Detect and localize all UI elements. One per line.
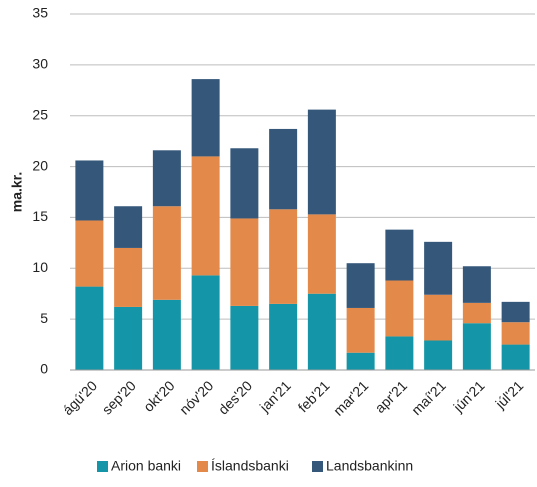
y-tick-label: 15 xyxy=(32,208,48,224)
bar-segment xyxy=(152,299,181,370)
y-tick-label: 30 xyxy=(32,56,48,72)
bar-segment xyxy=(230,305,259,370)
legend-label: Arion banki xyxy=(111,458,181,474)
legend-label: Landsbankinn xyxy=(326,458,413,474)
y-tick-label: 5 xyxy=(40,310,48,326)
x-tick-label: jan'21 xyxy=(256,377,294,415)
bar-segment xyxy=(501,301,530,323)
bar-segment xyxy=(230,218,259,306)
x-tick-label: júl'21 xyxy=(492,377,527,412)
y-tick-label: 25 xyxy=(32,106,48,122)
bar-segment xyxy=(114,206,143,248)
legend-swatch xyxy=(312,461,323,472)
x-tick-label: okt'20 xyxy=(140,377,178,415)
bar-segment xyxy=(269,303,298,370)
y-tick-label: 10 xyxy=(32,259,48,275)
bar-segment xyxy=(230,148,259,219)
legend-swatch xyxy=(97,461,108,472)
bar-segment xyxy=(307,293,336,370)
bar-segment xyxy=(152,206,181,300)
bar-segment xyxy=(191,275,220,370)
bar-segment xyxy=(501,322,530,345)
bar-segment xyxy=(75,220,104,287)
x-tick-label: apr'21 xyxy=(372,377,411,416)
x-tick-label: feb'21 xyxy=(295,377,333,415)
bar-segment xyxy=(75,160,104,221)
bar-segment xyxy=(424,340,453,370)
x-tick-label: mar'21 xyxy=(330,377,371,418)
bar-segment xyxy=(191,156,220,276)
bar-segment xyxy=(462,302,491,324)
bar-segment xyxy=(152,150,181,207)
bar-segment xyxy=(191,79,220,157)
bar-segment xyxy=(114,306,143,370)
y-tick-label: 20 xyxy=(32,157,48,173)
x-tick-label: des'20 xyxy=(215,377,255,417)
bar-segment xyxy=(269,209,298,304)
y-tick-label: 35 xyxy=(32,5,48,21)
bar-segment xyxy=(346,352,375,370)
bar-segment xyxy=(114,247,143,307)
legend-swatch xyxy=(197,461,208,472)
x-tick-label: sep'20 xyxy=(99,377,139,417)
bar-segment xyxy=(385,280,414,337)
bar-segment xyxy=(346,307,375,353)
x-tick-label: ágú'20 xyxy=(59,377,100,418)
bar-segment xyxy=(269,128,298,210)
x-tick-label: maí'21 xyxy=(408,377,449,418)
bar-segment xyxy=(385,336,414,370)
bar-segment xyxy=(307,109,336,215)
x-tick-label: nóv'20 xyxy=(176,377,216,417)
bar-segment xyxy=(346,263,375,308)
bar-segment xyxy=(501,344,530,370)
bar-segment xyxy=(462,266,491,303)
bar-segment xyxy=(424,294,453,341)
bar-segment xyxy=(385,229,414,281)
bar-segment xyxy=(462,323,491,370)
x-tick-label: jún'21 xyxy=(449,377,487,415)
legend-label: Íslandsbanki xyxy=(211,458,289,474)
y-axis-label: ma.kr. xyxy=(9,172,25,212)
bar-segment xyxy=(75,286,104,370)
y-tick-label: 0 xyxy=(40,361,48,377)
bar-segment xyxy=(307,214,336,294)
bar-segment xyxy=(424,241,453,295)
